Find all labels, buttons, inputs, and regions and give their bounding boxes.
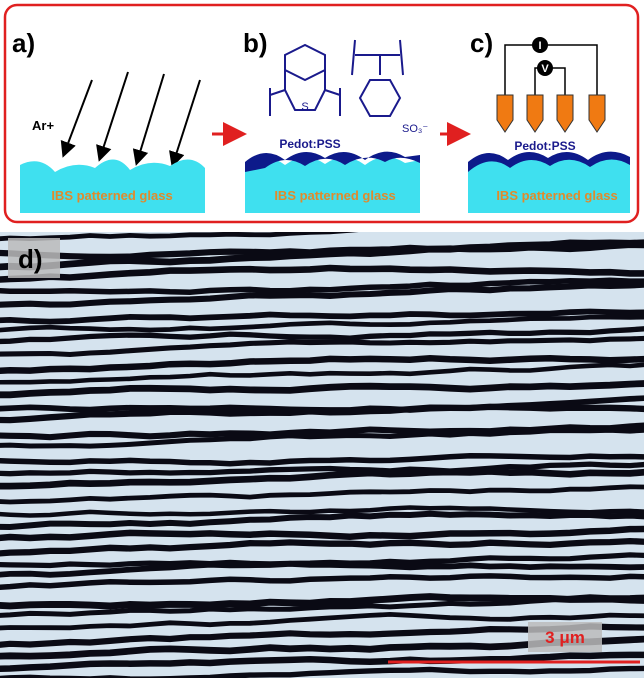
panel-label: a) [12, 28, 35, 58]
film-label: Pedot:PSS [514, 139, 575, 153]
panel-label: c) [470, 28, 493, 58]
meter-label: I [538, 40, 541, 52]
glass [20, 159, 205, 213]
glass [245, 157, 420, 213]
glass-label: IBS patterned glass [274, 188, 395, 203]
atom-label: S [301, 101, 308, 113]
glass [468, 157, 630, 213]
panel-label: d) [18, 244, 43, 274]
beam-label: Ar+ [32, 118, 54, 133]
glass-label: IBS patterned glass [51, 188, 172, 203]
film-label: Pedot:PSS [279, 137, 340, 151]
panel-label: b) [243, 28, 268, 58]
meter-label: V [541, 63, 549, 75]
glass-label: IBS patterned glass [496, 188, 617, 203]
figure: a) Ar+ IBS patterned glass b) S SO₃⁻ Ped… [0, 0, 644, 678]
group-label: SO₃⁻ [402, 123, 428, 135]
scale-bar-label: 3 μm [545, 628, 585, 647]
